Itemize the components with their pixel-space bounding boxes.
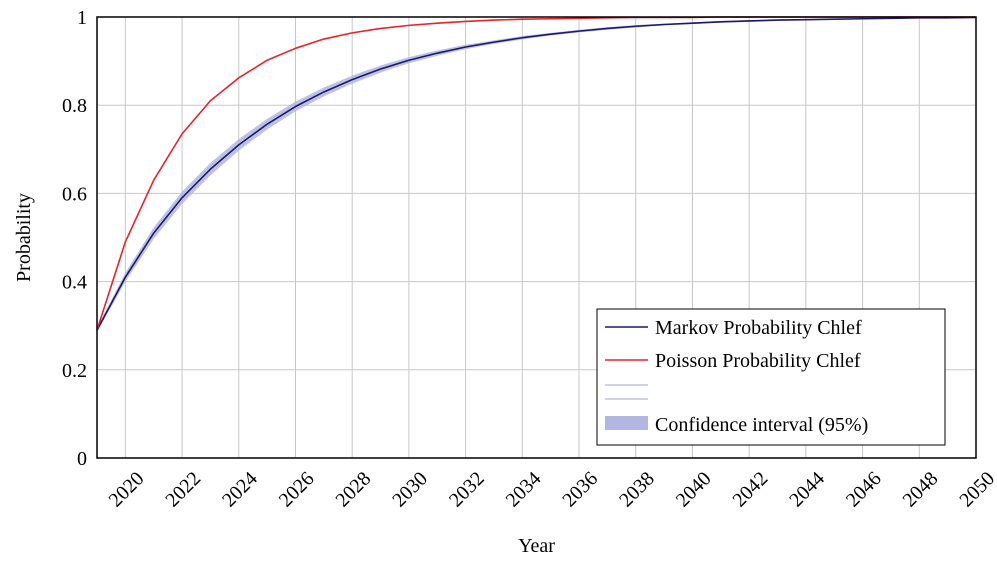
legend-box: [596, 308, 946, 446]
y-axis-label: Probability: [13, 193, 35, 282]
y-tick-label: 0.6: [62, 183, 87, 205]
y-tick-label: 0: [77, 448, 87, 470]
legend: Markov Probability Chlef Poisson Probabil…: [596, 308, 946, 446]
legend-label: Markov Probability Chlef: [655, 317, 862, 339]
markov-series-line: [96, 16, 977, 331]
y-tick-label: 0.4: [62, 272, 87, 294]
y-tick-label: 0.8: [62, 95, 87, 117]
legend-label: Confidence interval (95%): [655, 414, 868, 436]
legend-label: Poisson Probability Chlef: [655, 350, 861, 372]
legend-area-swatch: [605, 416, 648, 430]
y-tick-label: 1: [77, 7, 87, 29]
y-axis-ticks: 0 0.2 0.4 0.6 0.8 1: [62, 7, 87, 470]
y-tick-label: 0.2: [62, 360, 87, 382]
x-axis-label: Year: [518, 535, 555, 557]
plot-frame: [96, 16, 977, 459]
